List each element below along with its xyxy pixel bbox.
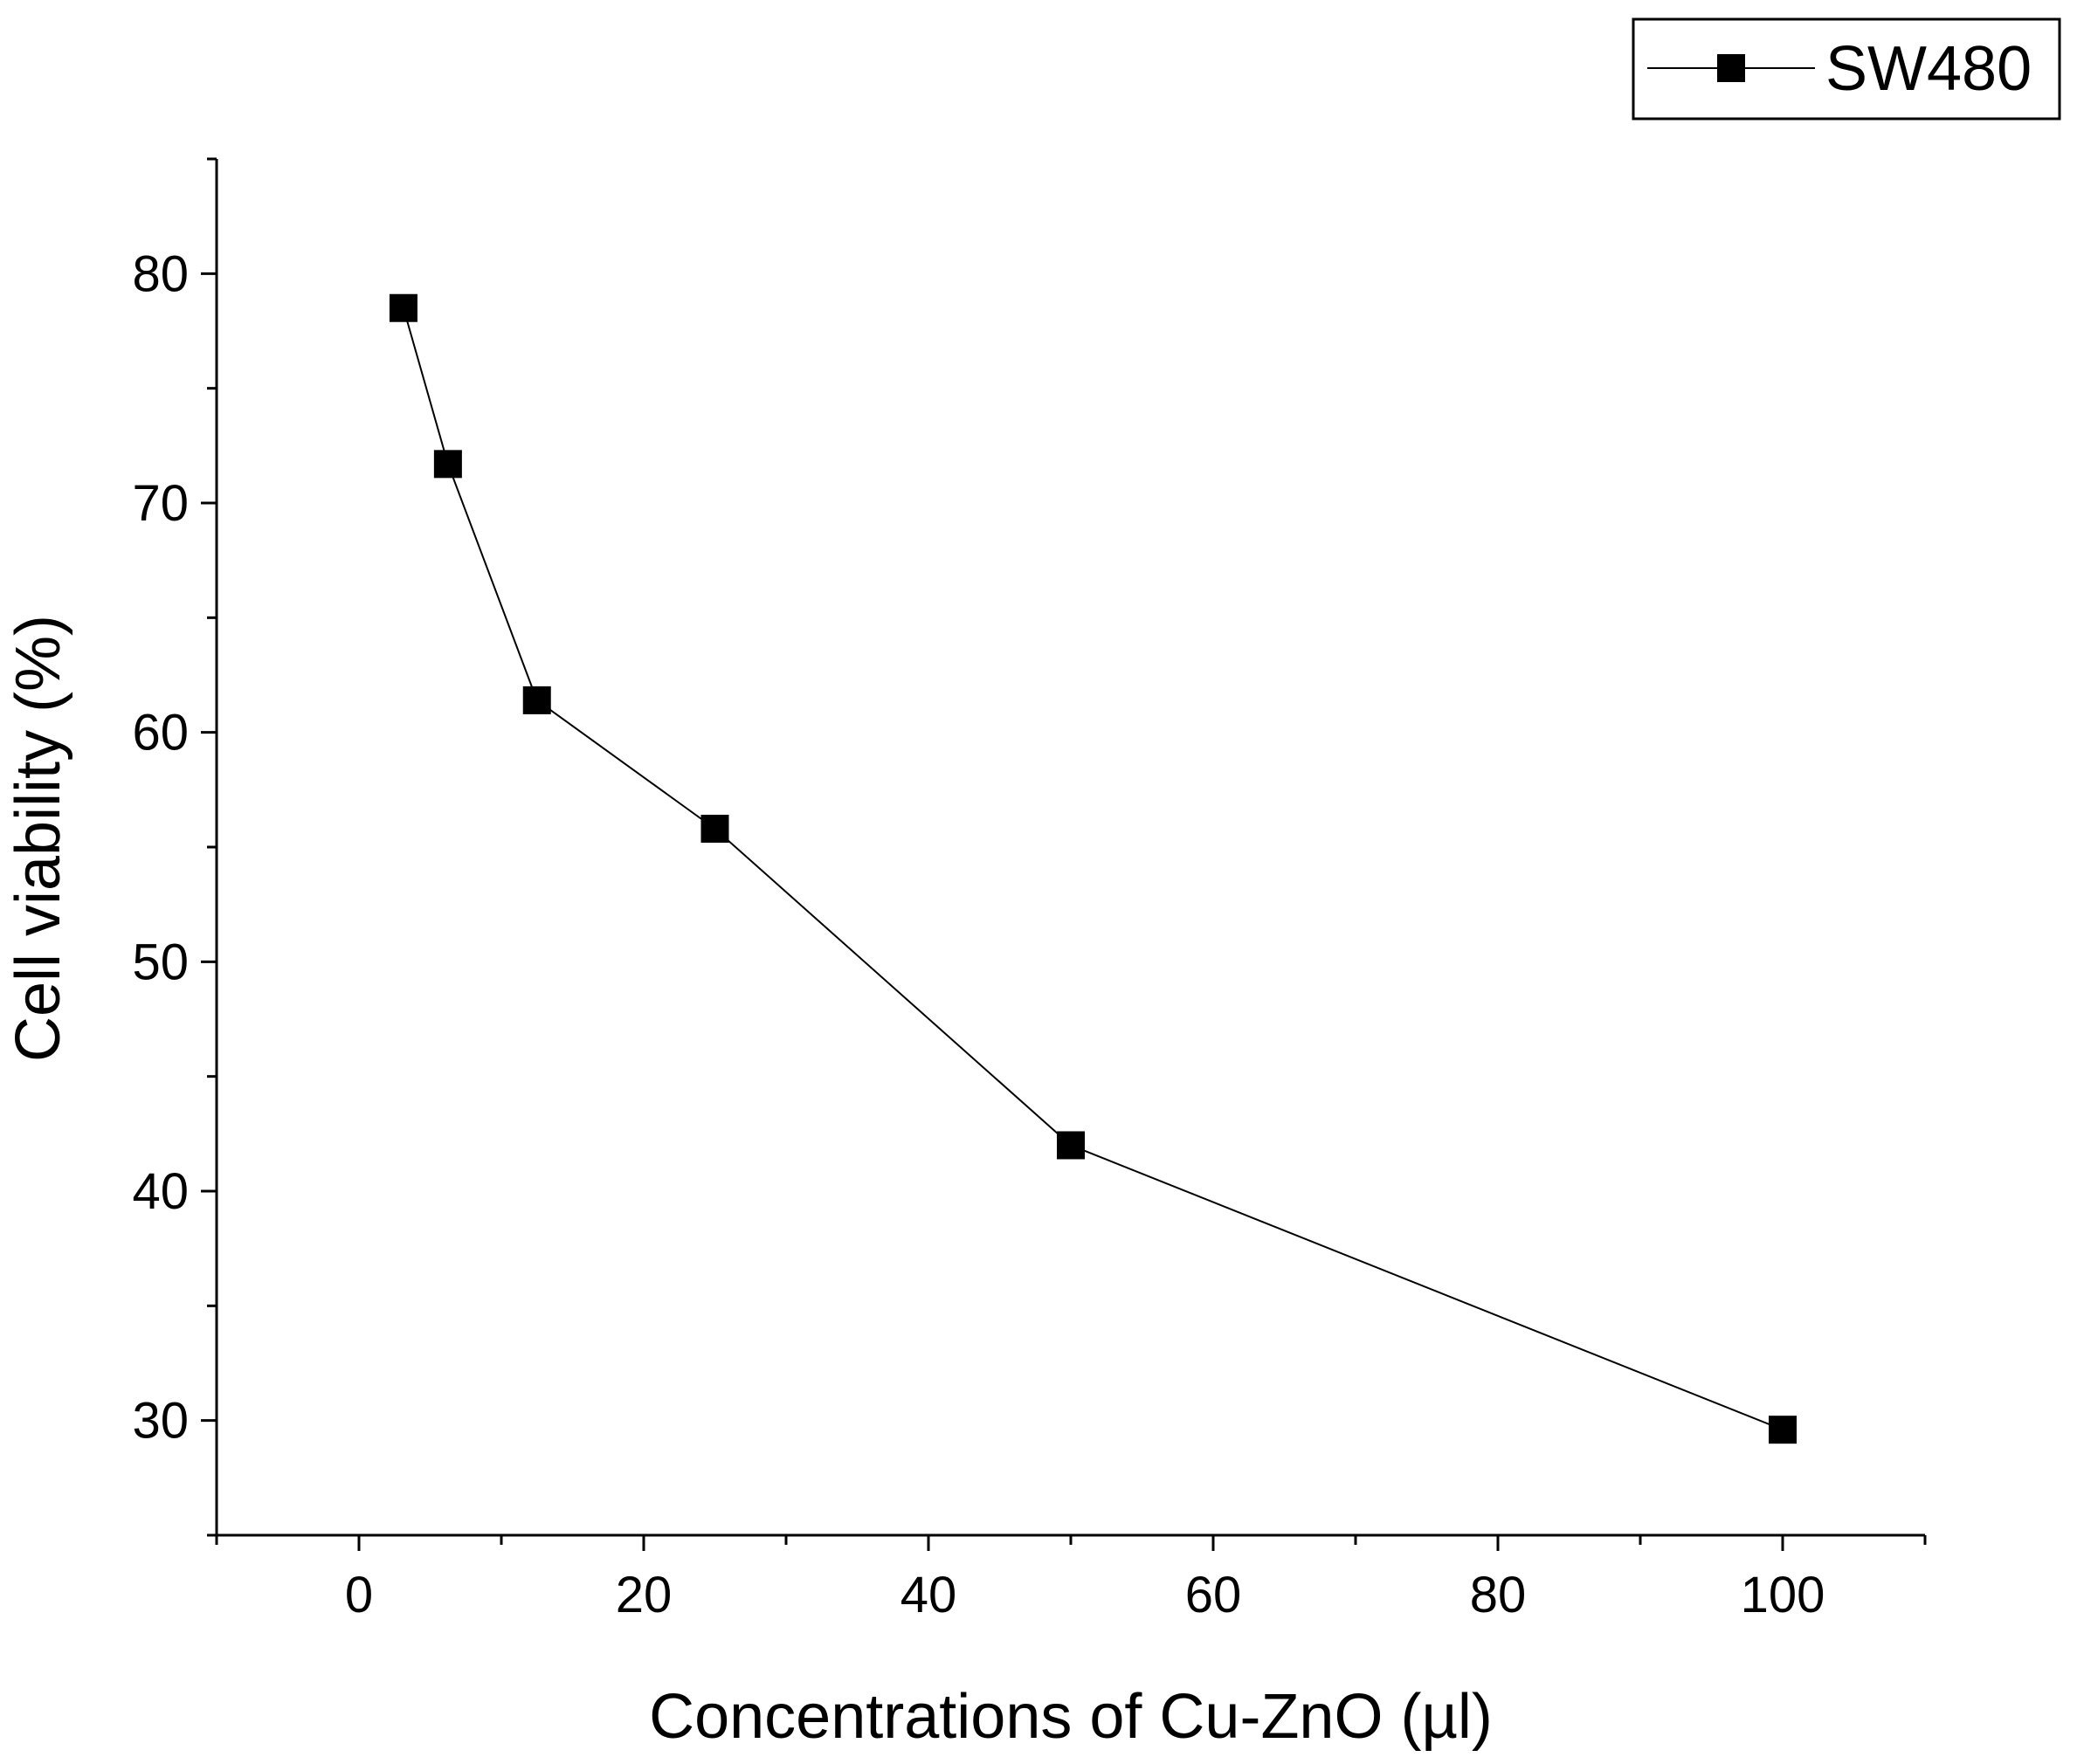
data-point bbox=[1057, 1131, 1085, 1160]
data-point bbox=[433, 450, 462, 479]
y-tick-label: 70 bbox=[132, 475, 189, 532]
x-ticks: 0 20 40 60 80 100 bbox=[215, 1535, 1927, 1623]
y-ticks: 30 40 50 60 70 80 bbox=[132, 157, 217, 1537]
y-tick-label: 40 bbox=[132, 1163, 189, 1220]
x-tick-label: 0 bbox=[345, 1567, 373, 1623]
legend: SW480 bbox=[1632, 17, 2061, 121]
y-tick-label: 50 bbox=[132, 934, 189, 990]
y-tick-label: 30 bbox=[132, 1393, 189, 1450]
x-axis-title: Concentrations of Cu-ZnO (µl) bbox=[649, 1682, 1493, 1752]
x-tick-label: 60 bbox=[1185, 1567, 1242, 1623]
legend-marker bbox=[1717, 54, 1745, 82]
x-tick-label: 20 bbox=[616, 1567, 673, 1623]
x-tick-label: 40 bbox=[900, 1567, 957, 1623]
data-point bbox=[700, 814, 729, 843]
x-tick-label: 100 bbox=[1741, 1567, 1825, 1623]
x-tick-label: 80 bbox=[1470, 1567, 1527, 1623]
legend-label-sw480: SW480 bbox=[1825, 34, 2032, 104]
data-point bbox=[389, 293, 417, 322]
axes bbox=[215, 159, 1925, 1537]
y-tick-label: 60 bbox=[132, 705, 189, 761]
series-sw480 bbox=[389, 293, 1797, 1444]
y-axis-title: Cell viability (%) bbox=[3, 615, 73, 1062]
series-line-sw480 bbox=[402, 307, 1784, 1431]
series-markers-sw480 bbox=[389, 293, 1797, 1444]
y-tick-label: 80 bbox=[132, 245, 189, 302]
data-point bbox=[1769, 1416, 1797, 1444]
data-point bbox=[522, 686, 551, 714]
